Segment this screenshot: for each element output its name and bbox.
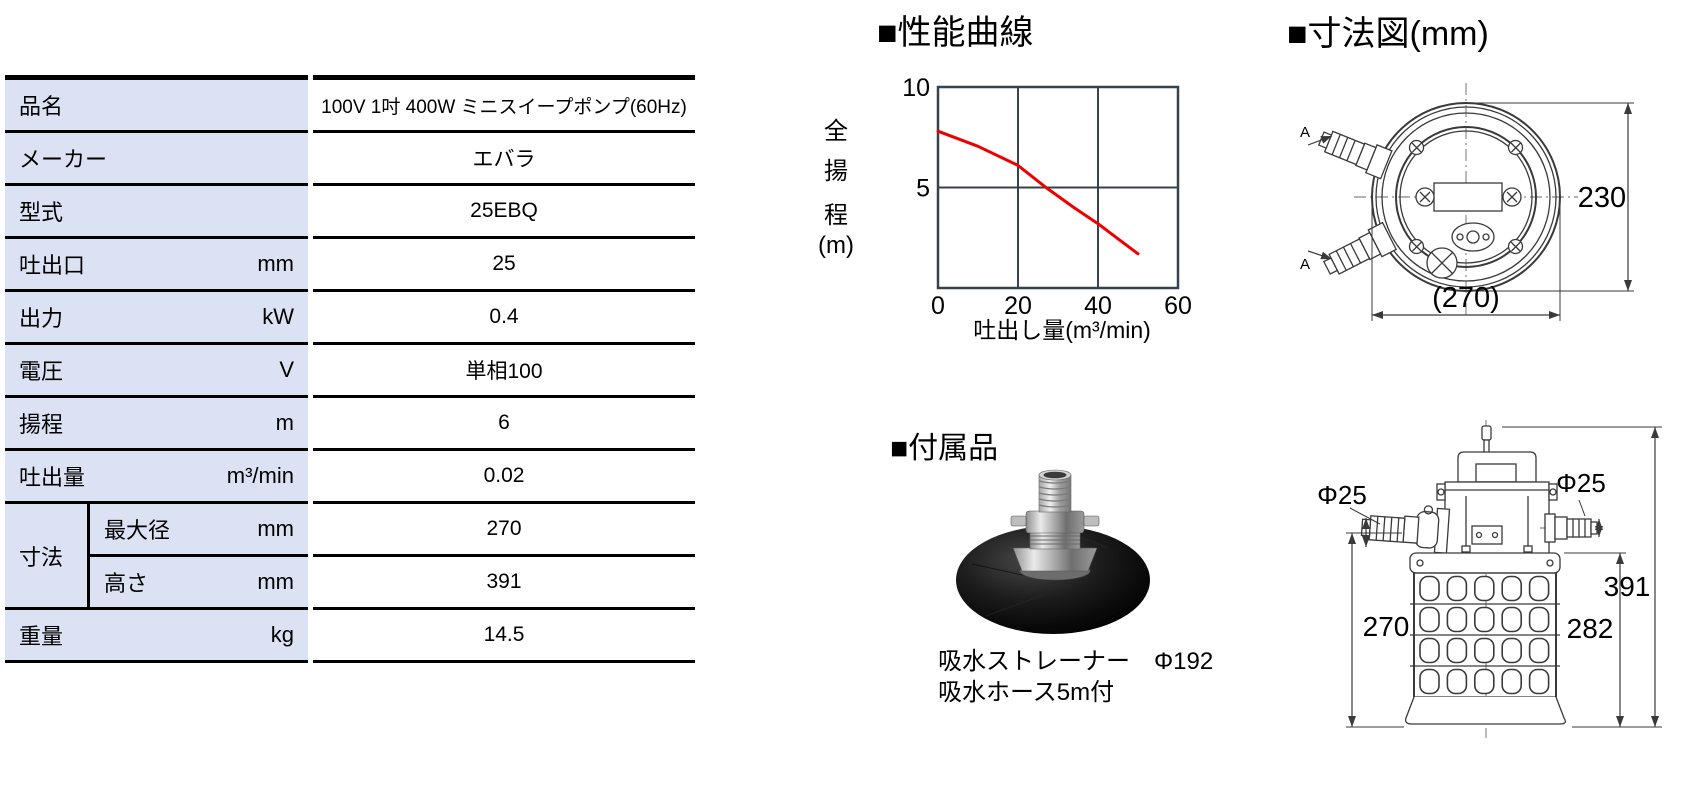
chart-x-axis-label: 吐出し量(m³/min) (973, 317, 1151, 343)
spec-label: 揚程 (19, 412, 64, 437)
dimension-phi25-left: Φ25 (1317, 480, 1381, 547)
spec-row-label: 電圧 V (5, 345, 308, 398)
spec-unit: m (275, 410, 294, 435)
svg-text:282: 282 (1567, 613, 1614, 644)
spec-label: 吐出口 (19, 253, 86, 278)
spec-value: 391 (313, 557, 695, 610)
performance-curve (936, 129, 1140, 256)
spec-unit: kW (262, 304, 294, 329)
spec-value: 6 (313, 398, 695, 451)
cover-screws (1408, 139, 1524, 255)
spec-table: 品名 メーカー 型式 吐出口 mm 出力 kW 電圧 V 揚程 m 吐出量 m³/min 寸法 最大径 mm 高… (5, 75, 695, 663)
spec-label-column: 品名 メーカー 型式 吐出口 mm 出力 kW 電圧 V 揚程 m 吐出量 m³/min 寸法 最大径 mm 高… (5, 75, 308, 663)
dimension-230: 230 (1472, 102, 1634, 292)
spec-row-label: メーカー (5, 133, 308, 186)
spec-label: 高さ (104, 571, 149, 596)
spec-unit: kg (270, 622, 294, 647)
spec-label: 型式 (19, 200, 64, 225)
spec-unit: mm (257, 569, 294, 594)
chart-tick-labels: 0 20 40 60 10 5 全揚程 (m) (818, 74, 1192, 320)
performance-chart: 0 20 40 60 10 5 全揚程 (m) 吐出し量(m³/min) (818, 74, 1192, 343)
svg-text:程: 程 (824, 202, 848, 229)
svg-text:A: A (1300, 124, 1310, 141)
front-view-right-connector (1540, 513, 1604, 543)
svg-text:391: 391 (1604, 571, 1651, 602)
svg-text:A: A (1300, 256, 1310, 273)
spec-value-column: 100V 1吋 400W ミニスイープポンプ(60Hz) エバラ 25EBQ 25 0.… (313, 75, 695, 663)
strainer-photo (956, 469, 1150, 634)
chart-gridlines (938, 87, 1178, 288)
spec-value: 0.02 (313, 451, 695, 504)
spec-value: 単相100 (313, 345, 695, 398)
spec-group-label: 寸法 (5, 504, 90, 607)
svg-text:(270): (270) (1432, 282, 1500, 314)
spec-value: 100V 1吋 400W ミニスイープポンプ(60Hz) (313, 80, 695, 133)
spec-unit: mm (257, 516, 294, 541)
spec-unit: mm (257, 251, 294, 276)
spec-value: 0.4 (313, 292, 695, 345)
spec-row-label: 吐出口 mm (5, 239, 308, 292)
basket-bands (1410, 572, 1560, 698)
dimension-270-front: 270 (1346, 532, 1410, 728)
spec-row-label: 高さ mm (90, 557, 308, 607)
spec-group-rows: 最大径 mm 高さ mm (90, 504, 308, 607)
spec-row-label: 品名 (5, 80, 308, 133)
dimension-phi25-right: Φ25 (1556, 468, 1606, 537)
dimension-391: 391 (1502, 426, 1662, 728)
pump-handle (1433, 182, 1503, 212)
spec-value: 270 (313, 504, 695, 557)
strainer-flange (1012, 547, 1098, 572)
svg-text:60: 60 (1164, 292, 1192, 320)
section-mark-lower: A (1300, 250, 1333, 273)
top-view-upper-connector (1322, 221, 1398, 275)
spec-label: 最大径 (104, 518, 171, 543)
accessories-heading: ■付属品 (890, 432, 999, 465)
spec-row-label: 吐出量 m³/min (5, 451, 308, 504)
spec-row-label: 出力 kW (5, 292, 308, 345)
dimension-front-view: 391 282 270 Φ25 Φ25 (1317, 420, 1662, 738)
svg-text:270: 270 (1363, 611, 1410, 642)
spec-unit: V (279, 357, 294, 382)
spec-value: 25EBQ (313, 186, 695, 239)
svg-text:10: 10 (902, 74, 930, 102)
spec-row-label: 揚程 m (5, 398, 308, 451)
spec-row-label: 最大径 mm (90, 504, 308, 557)
svg-text:40: 40 (1084, 292, 1112, 320)
section-mark-upper: A (1300, 124, 1333, 146)
spec-unit: m³/min (226, 463, 294, 488)
svg-text:230: 230 (1578, 182, 1626, 214)
svg-text:0: 0 (931, 292, 945, 320)
basket-slots (1419, 575, 1550, 695)
spec-value: エバラ (313, 133, 695, 186)
svg-text:Φ25: Φ25 (1317, 480, 1367, 510)
spec-label: 吐出量 (19, 465, 86, 490)
spec-value: 14.5 (313, 610, 695, 663)
spec-row-group: 寸法 最大径 mm 高さ mm (5, 504, 308, 610)
dimensions-heading: ■寸法図(mm) (1287, 15, 1489, 53)
spec-label: 電圧 (19, 359, 64, 384)
dimension-top-view: A A 230 (270) (1300, 83, 1634, 321)
dimension-270-top: (270) (1371, 201, 1561, 321)
spec-label: メーカー (19, 147, 108, 172)
spec-label: 品名 (19, 94, 64, 119)
svg-text:(m): (m) (818, 232, 854, 259)
dimension-282: 282 (1564, 552, 1626, 727)
accessory-line-2: 吸水ホース5m付 (938, 679, 1115, 706)
svg-text:揚: 揚 (824, 158, 848, 185)
performance-heading: ■性能曲線 (877, 14, 1034, 52)
svg-text:Φ25: Φ25 (1556, 468, 1606, 498)
front-view-left-connector (1360, 505, 1451, 554)
spec-row-label: 重量 kg (5, 610, 308, 663)
accessory-description: 吸水ストレーナー Φ192 吸水ホース5m付 (938, 646, 1213, 708)
top-view-lower-connector (1317, 130, 1393, 180)
accessory-line-1: 吸水ストレーナー Φ192 (938, 648, 1214, 675)
svg-text:20: 20 (1004, 292, 1032, 320)
spec-label: 出力 (19, 306, 64, 331)
svg-text:5: 5 (916, 175, 930, 203)
spec-value: 25 (313, 239, 695, 292)
spec-label: 重量 (19, 624, 64, 649)
svg-text:全: 全 (824, 118, 848, 145)
spec-row-label: 型式 (5, 186, 308, 239)
